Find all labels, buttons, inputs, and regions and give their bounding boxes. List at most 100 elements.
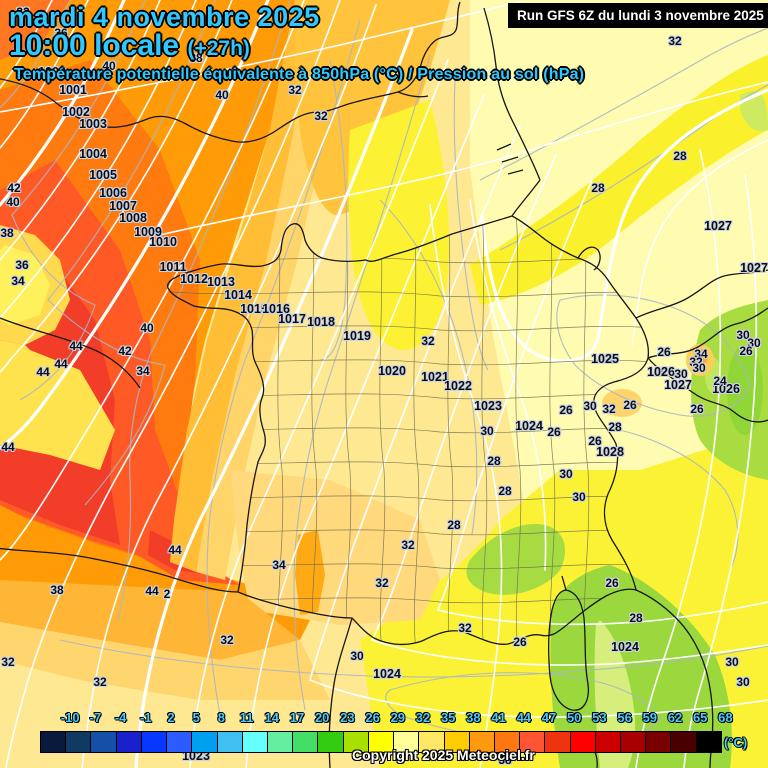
theta-label: 28 [629, 611, 643, 625]
theta-label: 38 [0, 226, 14, 240]
scale-tick: 65 [692, 710, 708, 725]
pressure-label: 1013 [207, 274, 235, 289]
pressure-label: 1020 [378, 363, 406, 378]
pressure-label: 1003 [79, 116, 107, 131]
scale-cell [318, 732, 344, 752]
scale-tick: 56 [617, 710, 632, 725]
theta-label: 30 [674, 367, 688, 381]
scale-cell [671, 732, 697, 752]
scale-cell [494, 732, 521, 752]
pressure-label: 1027 [740, 260, 768, 275]
scale-cell [545, 732, 571, 752]
pressure-label: 1012 [180, 271, 208, 286]
theta-label: 28 [591, 181, 605, 195]
forecast-offset: (+27h) [187, 37, 250, 60]
theta-label: 30 [692, 361, 706, 375]
pressure-label: 1023 [474, 398, 502, 413]
theta-label: 38 [498, 753, 512, 767]
theta-label: 32 [421, 334, 435, 348]
theta-label: 44 [69, 339, 83, 353]
theta-label: 32 [375, 576, 389, 590]
pressure-label: 1027 [664, 377, 692, 392]
pressure-label: 1027 [704, 218, 732, 233]
theta-label: 34 [136, 364, 150, 378]
theta-label: 40 [140, 321, 154, 335]
theta-label: 32 [1, 655, 15, 669]
scale-tick: 23 [340, 710, 355, 725]
theta-label: 44 [54, 357, 68, 371]
theta-label: 36 [15, 258, 29, 272]
scale-cell [91, 732, 117, 752]
theta-label: 28 [487, 454, 501, 468]
scale-tick: -4 [114, 710, 127, 725]
scale-cell [520, 732, 546, 752]
pressure-label: 1014 [224, 287, 252, 302]
pressure-label: 1001 [59, 82, 87, 97]
theta-label: 32 [93, 675, 107, 689]
theta-label: 34 [694, 347, 708, 361]
pressure-label: 1016 [262, 301, 290, 316]
theta-label: 30 [725, 655, 739, 669]
pressure-label: 1021 [421, 369, 449, 384]
pressure-label: 1006 [99, 185, 127, 200]
forecast-date: mardi 4 novembre 2025 [9, 2, 320, 32]
theta-label: 40 [102, 59, 116, 73]
scale-cell [242, 732, 268, 752]
scale-cell [570, 732, 596, 752]
scale-tick: 2 [167, 710, 175, 725]
run-info-bar: Run GFS 6Z du lundi 3 novembre 2025 [508, 3, 768, 28]
theta-label: 26 [588, 434, 602, 448]
scale-tick: 20 [314, 710, 330, 725]
scale-cell [66, 732, 92, 752]
theta-label: 32 [314, 109, 328, 123]
theta-label: 24 [713, 374, 727, 388]
scale-tick: -7 [89, 710, 102, 725]
pressure-label: 1024 [611, 639, 639, 654]
theta-label: 26 [513, 635, 527, 649]
scale-cell [595, 732, 622, 752]
scale-tick: 26 [365, 710, 380, 725]
theta-label: 42 [7, 181, 21, 195]
forecast-time-text: 10:00 locale [9, 29, 180, 62]
theta-label: 32 [602, 402, 616, 416]
theta-label: 30 [736, 675, 750, 689]
theta-label: 30 [559, 467, 573, 481]
temperature-scale [40, 731, 722, 753]
theta-label: 32 [288, 83, 302, 97]
theta-label: 38 [189, 51, 203, 65]
pressure-label: 1017 [278, 311, 306, 326]
scale-cell [696, 732, 721, 752]
theta-label: 30 [572, 490, 586, 504]
theta-label: 36 [54, 26, 68, 40]
pressure-label: 1008 [119, 210, 147, 225]
theta-label: 26 [739, 344, 753, 358]
theta-label: 32 [401, 538, 415, 552]
pressure-label: 1002 [62, 104, 90, 119]
scale-cell [293, 732, 319, 752]
scale-tick: 53 [592, 710, 607, 725]
pressure-label: 1005 [89, 167, 117, 182]
theta-label: 40 [6, 195, 20, 209]
scale-cell [368, 732, 395, 752]
theta-label: 30 [583, 399, 597, 413]
pressure-label: 1025 [591, 351, 619, 366]
pressure-label: 1022 [444, 378, 472, 393]
pressure-label: 1000 [38, 64, 66, 79]
pressure-label: 1018 [307, 314, 335, 329]
scale-tick: 59 [642, 710, 658, 725]
scale-tick: 62 [667, 710, 683, 725]
scale-cell [167, 732, 193, 752]
scale-tick: 17 [289, 710, 305, 725]
theta-label: 44 [145, 584, 159, 598]
scale-cell [141, 732, 168, 752]
forecast-time: 10:00 locale (+27h) [9, 29, 250, 63]
theta-label: 32 [220, 633, 234, 647]
scale-tick: 14 [264, 710, 280, 725]
theta-label: 32 [16, 5, 30, 19]
pressure-label: 1010 [149, 234, 177, 249]
scale-tick: 68 [718, 710, 733, 725]
theta-label: 34 [272, 558, 286, 572]
